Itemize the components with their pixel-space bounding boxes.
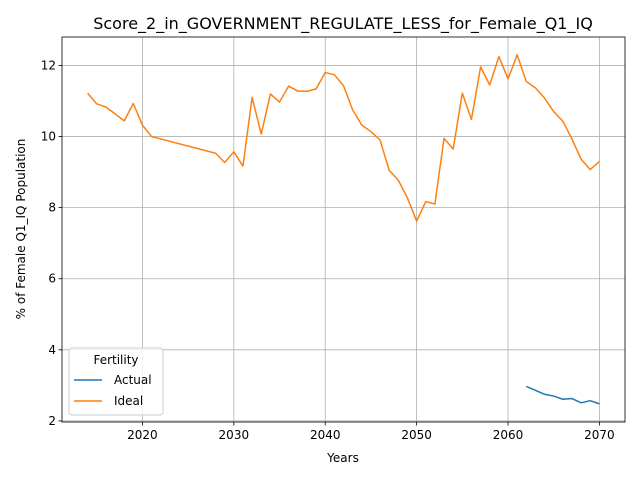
series-lines: [87, 54, 600, 405]
series-line-ideal: [87, 54, 600, 222]
chart-title: Score_2_in_GOVERNMENT_REGULATE_LESS_for_…: [93, 14, 593, 34]
y-tick-label: 12: [41, 58, 56, 72]
series-line-actual: [525, 385, 600, 405]
x-axis-label: Years: [326, 451, 359, 465]
x-tick-label: 2040: [310, 428, 341, 442]
plot-frame: [61, 36, 626, 423]
y-tick-label: 10: [41, 130, 56, 144]
legend-box: [68, 347, 164, 416]
ticks: 2020 2030 2040 2050 2060 2070 2 4 6 8 10 12: [41, 58, 615, 442]
x-tick-label: 2030: [219, 428, 250, 442]
y-axis-label: % of Female Q1_IQ Population: [14, 139, 28, 320]
x-tick-label: 2060: [493, 428, 524, 442]
legend-label-actual: Actual: [114, 373, 152, 387]
y-tick-label: 2: [48, 414, 56, 428]
legend-title: Fertility: [93, 353, 138, 367]
y-tick-label: 8: [48, 201, 56, 215]
x-tick-label: 2020: [127, 428, 158, 442]
y-tick-label: 4: [48, 343, 56, 357]
legend: Fertility Actual Ideal: [68, 347, 164, 416]
x-tick-label: 2070: [584, 428, 615, 442]
legend-label-ideal: Ideal: [114, 394, 143, 408]
x-tick-label: 2050: [401, 428, 432, 442]
y-tick-label: 6: [48, 272, 56, 286]
